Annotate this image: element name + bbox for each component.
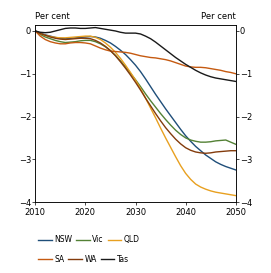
Legend: SA, WA, Tas: SA, WA, Tas [35,252,132,267]
Text: Per cent: Per cent [201,12,236,21]
Text: Per cent: Per cent [35,12,70,21]
